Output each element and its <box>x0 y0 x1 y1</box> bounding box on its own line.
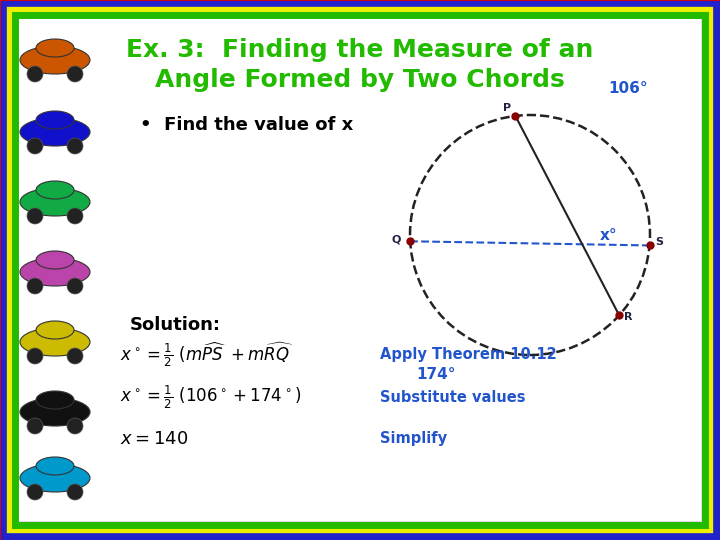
Ellipse shape <box>20 188 90 216</box>
Text: Angle Formed by Two Chords: Angle Formed by Two Chords <box>155 68 565 92</box>
Ellipse shape <box>36 111 74 129</box>
Text: 174°: 174° <box>416 367 456 382</box>
Ellipse shape <box>20 398 90 426</box>
Text: •  Find the value of x: • Find the value of x <box>140 116 354 134</box>
Text: $x = 140$: $x = 140$ <box>120 430 188 448</box>
Circle shape <box>67 278 83 294</box>
Text: 106°: 106° <box>608 82 647 97</box>
Circle shape <box>27 418 43 434</box>
Ellipse shape <box>36 251 74 269</box>
Ellipse shape <box>36 181 74 199</box>
Point <box>510 112 521 120</box>
Circle shape <box>67 138 83 154</box>
Text: $x^\circ = \frac{1}{2}\ (106^\circ + 174^\circ)$: $x^\circ = \frac{1}{2}\ (106^\circ + 174… <box>120 383 301 411</box>
Ellipse shape <box>36 39 74 57</box>
Ellipse shape <box>20 46 90 74</box>
Text: R: R <box>624 312 632 322</box>
Text: Apply Theorem 10.12: Apply Theorem 10.12 <box>380 348 557 362</box>
Circle shape <box>27 208 43 224</box>
Point <box>405 237 416 246</box>
Text: P: P <box>503 103 511 113</box>
Text: Solution:: Solution: <box>130 316 221 334</box>
Text: S: S <box>655 238 664 247</box>
Text: Q: Q <box>392 234 401 244</box>
Point <box>613 311 625 320</box>
Ellipse shape <box>20 258 90 286</box>
Ellipse shape <box>20 118 90 146</box>
Circle shape <box>67 484 83 500</box>
Ellipse shape <box>20 328 90 356</box>
Circle shape <box>67 66 83 82</box>
Ellipse shape <box>36 457 74 475</box>
Circle shape <box>67 348 83 364</box>
Ellipse shape <box>20 464 90 492</box>
Circle shape <box>27 278 43 294</box>
Point <box>644 241 655 250</box>
Ellipse shape <box>36 391 74 409</box>
Text: Simplify: Simplify <box>380 431 447 447</box>
Circle shape <box>27 138 43 154</box>
Circle shape <box>27 484 43 500</box>
Text: Substitute values: Substitute values <box>380 389 526 404</box>
Ellipse shape <box>36 321 74 339</box>
Text: x°: x° <box>600 228 618 244</box>
Circle shape <box>27 66 43 82</box>
Circle shape <box>27 348 43 364</box>
Circle shape <box>67 418 83 434</box>
Circle shape <box>67 208 83 224</box>
Text: $x^\circ = \frac{1}{2}\ (m\widehat{PS}\ +m\widehat{RQ}$: $x^\circ = \frac{1}{2}\ (m\widehat{PS}\ … <box>120 341 294 369</box>
Text: Ex. 3:  Finding the Measure of an: Ex. 3: Finding the Measure of an <box>126 38 594 62</box>
